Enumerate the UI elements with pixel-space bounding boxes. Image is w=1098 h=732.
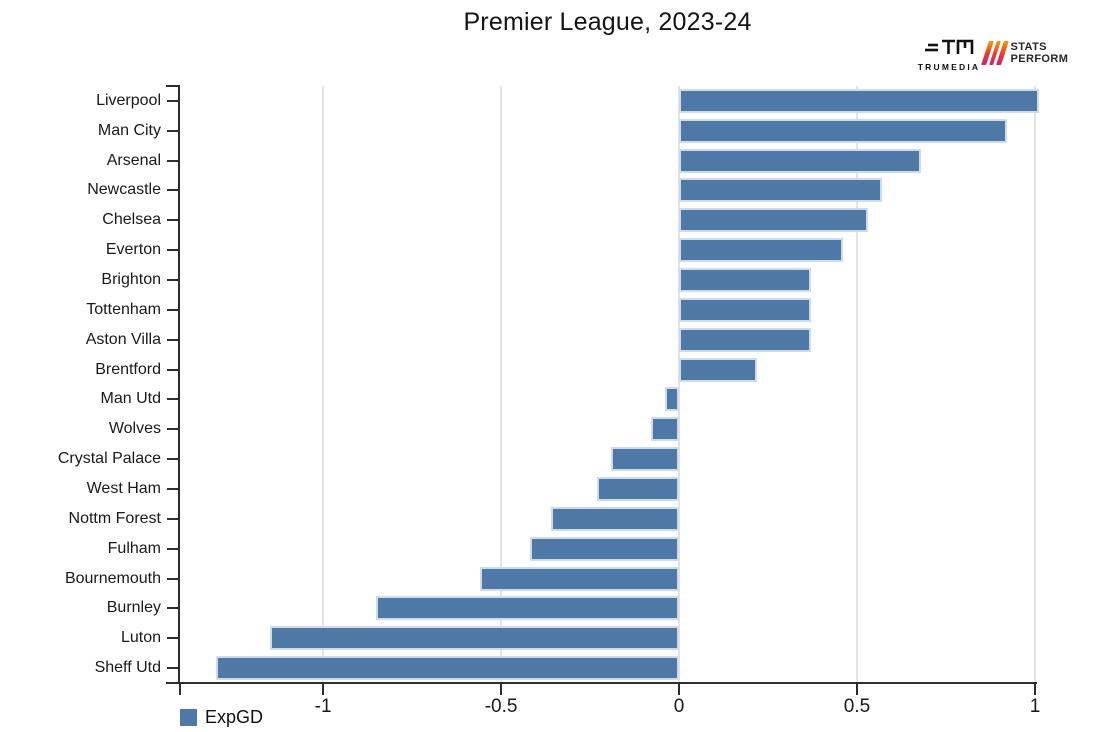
y-axis-tick xyxy=(167,667,180,670)
y-axis-label-luton: Luton xyxy=(120,629,161,647)
bar-west-ham[interactable] xyxy=(597,476,680,501)
x-axis-label-0.5: 0.5 xyxy=(843,696,871,717)
y-axis-tick xyxy=(167,249,180,252)
bar-fulham[interactable] xyxy=(529,536,680,561)
y-axis-tick xyxy=(167,129,180,132)
bar-sheff-utd[interactable] xyxy=(216,656,680,681)
bar-bournemouth[interactable] xyxy=(479,566,680,591)
x-axis-end-tick xyxy=(179,683,181,695)
bar-newcastle[interactable] xyxy=(679,178,882,203)
bar-man-city[interactable] xyxy=(679,118,1007,143)
y-axis-label-sheff-utd: Sheff Utd xyxy=(94,659,161,677)
y-axis-spine xyxy=(178,85,180,684)
stats-perform-logo: STATS PERFORM xyxy=(981,41,1069,66)
stats-perform-wordmark: STATS PERFORM xyxy=(1011,41,1069,65)
y-axis-tick xyxy=(167,428,180,431)
y-axis-tick xyxy=(167,487,180,490)
y-axis-label-everton: Everton xyxy=(105,241,161,259)
y-axis-label-chelsea: Chelsea xyxy=(102,211,161,229)
y-axis-tick xyxy=(167,279,180,282)
x-axis-label-1: 1 xyxy=(1029,696,1041,717)
x-axis-label-0: 0 xyxy=(673,696,685,717)
y-axis-label-west-ham: West Ham xyxy=(86,479,161,497)
stats-perform-line1: STATS xyxy=(1010,41,1047,53)
y-axis-label-tottenham: Tottenham xyxy=(86,300,161,318)
bar-everton[interactable] xyxy=(679,238,843,263)
chart-title: Premier League, 2023-24 xyxy=(463,8,752,36)
y-axis-label-fulham: Fulham xyxy=(107,539,161,557)
trumedia-wordmark: TRUMEDIA xyxy=(917,62,981,72)
stats-perform-line2: PERFORM xyxy=(1010,53,1069,66)
legend-label: ExpGD xyxy=(205,707,264,727)
y-axis-tick xyxy=(167,189,180,192)
y-axis-label-man-utd: Man Utd xyxy=(100,390,161,408)
y-axis-tick xyxy=(167,637,180,640)
y-axis-tick xyxy=(167,577,180,580)
bar-nottm-forest[interactable] xyxy=(550,506,680,531)
y-axis-label-nottm-forest: Nottm Forest xyxy=(68,509,161,527)
trumedia-logo: TRUMEDIA xyxy=(916,39,982,72)
y-axis-label-brentford: Brentford xyxy=(95,360,161,378)
stats-perform-stripes-icon xyxy=(981,41,1009,66)
x-axis-spine xyxy=(166,682,1037,684)
bar-wolves[interactable] xyxy=(650,417,680,442)
legend-item-expgd[interactable]: ExpGD xyxy=(180,707,263,728)
y-axis-tick xyxy=(167,517,180,520)
y-axis-tick xyxy=(167,458,180,461)
x-axis-tick xyxy=(678,683,681,695)
x-axis-label--0.5: -0.5 xyxy=(484,696,518,717)
y-axis-label-burnley: Burnley xyxy=(106,599,161,617)
bar-liverpool[interactable] xyxy=(679,88,1039,113)
y-axis-tick xyxy=(167,547,180,550)
y-axis-tick xyxy=(167,308,180,311)
y-axis-label-newcastle: Newcastle xyxy=(87,181,161,199)
y-axis-label-aston-villa: Aston Villa xyxy=(85,330,161,348)
gridline xyxy=(856,86,859,683)
bar-aston-villa[interactable] xyxy=(679,327,811,352)
y-axis-tick xyxy=(167,368,180,371)
y-axis-top-cap xyxy=(166,85,180,87)
y-axis-label-brighton: Brighton xyxy=(101,271,161,289)
bar-arsenal[interactable] xyxy=(679,148,922,173)
bar-man-utd[interactable] xyxy=(664,387,680,412)
legend-swatch xyxy=(180,709,197,726)
y-axis-tick xyxy=(167,219,180,222)
gridline xyxy=(1034,86,1036,683)
y-axis-tick xyxy=(167,398,180,401)
bar-brentford[interactable] xyxy=(679,357,758,382)
x-axis-tick xyxy=(322,683,325,695)
trumedia-mark-icon xyxy=(925,39,974,54)
bar-luton[interactable] xyxy=(269,626,680,651)
bar-crystal-palace[interactable] xyxy=(611,447,680,472)
y-axis-label-man-city: Man City xyxy=(97,121,161,139)
gridline xyxy=(322,86,325,683)
gridline xyxy=(500,86,503,683)
bar-burnley[interactable] xyxy=(376,596,680,621)
x-axis-tick xyxy=(1034,683,1036,695)
y-axis-label-bournemouth: Bournemouth xyxy=(64,569,161,587)
bar-brighton[interactable] xyxy=(679,268,811,293)
bar-tottenham[interactable] xyxy=(679,297,811,322)
x-axis-tick xyxy=(500,683,503,695)
gridline xyxy=(678,86,681,683)
x-axis-label--1: -1 xyxy=(314,696,332,717)
y-axis-label-liverpool: Liverpool xyxy=(96,91,161,109)
y-axis-tick xyxy=(167,607,180,610)
y-axis-label-crystal-palace: Crystal Palace xyxy=(57,450,161,468)
bar-chelsea[interactable] xyxy=(679,208,868,233)
y-axis-label-wolves: Wolves xyxy=(108,420,161,438)
y-axis-tick xyxy=(167,159,180,162)
y-axis-tick xyxy=(167,338,180,341)
y-axis-tick xyxy=(167,99,180,102)
x-axis-tick xyxy=(856,683,859,695)
y-axis-label-arsenal: Arsenal xyxy=(106,151,161,169)
